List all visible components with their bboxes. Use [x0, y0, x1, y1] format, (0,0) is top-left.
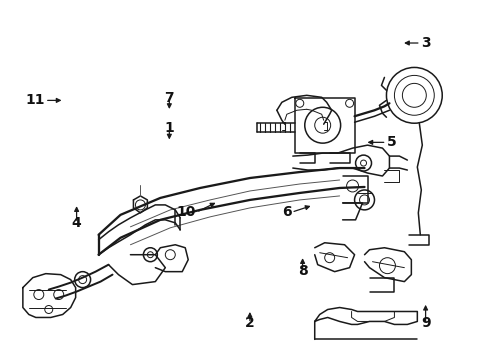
Text: 6: 6: [282, 205, 292, 219]
Text: 3: 3: [421, 36, 430, 50]
Text: 9: 9: [421, 316, 430, 330]
Text: 4: 4: [72, 216, 81, 230]
Text: 2: 2: [245, 316, 255, 330]
Text: 5: 5: [387, 135, 396, 149]
Text: 10: 10: [177, 205, 196, 219]
Text: 7: 7: [165, 90, 174, 104]
Text: 8: 8: [298, 265, 307, 278]
Text: 1: 1: [165, 121, 174, 135]
Text: 11: 11: [25, 93, 45, 107]
